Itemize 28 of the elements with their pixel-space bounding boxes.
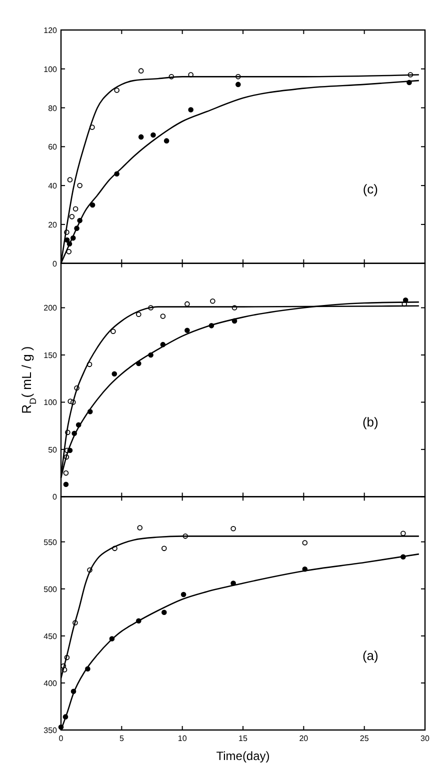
annotation: (c)	[362, 181, 378, 196]
x-tick-label: 0	[58, 734, 64, 743]
y-tick-label: 40	[48, 182, 58, 191]
y-tick-label: 80	[48, 104, 58, 113]
x-tick-label: 10	[178, 734, 188, 743]
annotation: (a)	[362, 648, 378, 663]
y-tick-label: 50	[48, 445, 58, 454]
y-tick-label: 0	[52, 492, 58, 502]
y-tick-label: 120	[44, 26, 58, 35]
y-tick-label: 60	[48, 142, 58, 152]
x-tick-label: 5	[119, 734, 124, 743]
y-tick-label: 20	[48, 220, 58, 230]
y-tick-label: 200	[44, 304, 58, 313]
y-tick-label: 500	[44, 584, 58, 594]
y-tick-label: 100	[44, 64, 58, 74]
y-tick-label: 400	[44, 678, 58, 688]
x-tick-label: 25	[360, 734, 370, 743]
x-tick-label: 30	[420, 734, 430, 743]
x-tick-label: 20	[299, 734, 309, 743]
y-tick-label: 350	[44, 726, 58, 735]
annotation: (b)	[362, 414, 378, 430]
y-tick-label: 550	[44, 538, 58, 547]
y-tick-label: 150	[44, 350, 58, 360]
x-tick-label: 15	[238, 734, 248, 743]
y-tick-label: 0	[52, 259, 58, 268]
y-tick-label: 450	[44, 632, 58, 641]
y-tick-label: 100	[44, 398, 58, 408]
x-axis-title: Time(day)	[216, 749, 270, 763]
